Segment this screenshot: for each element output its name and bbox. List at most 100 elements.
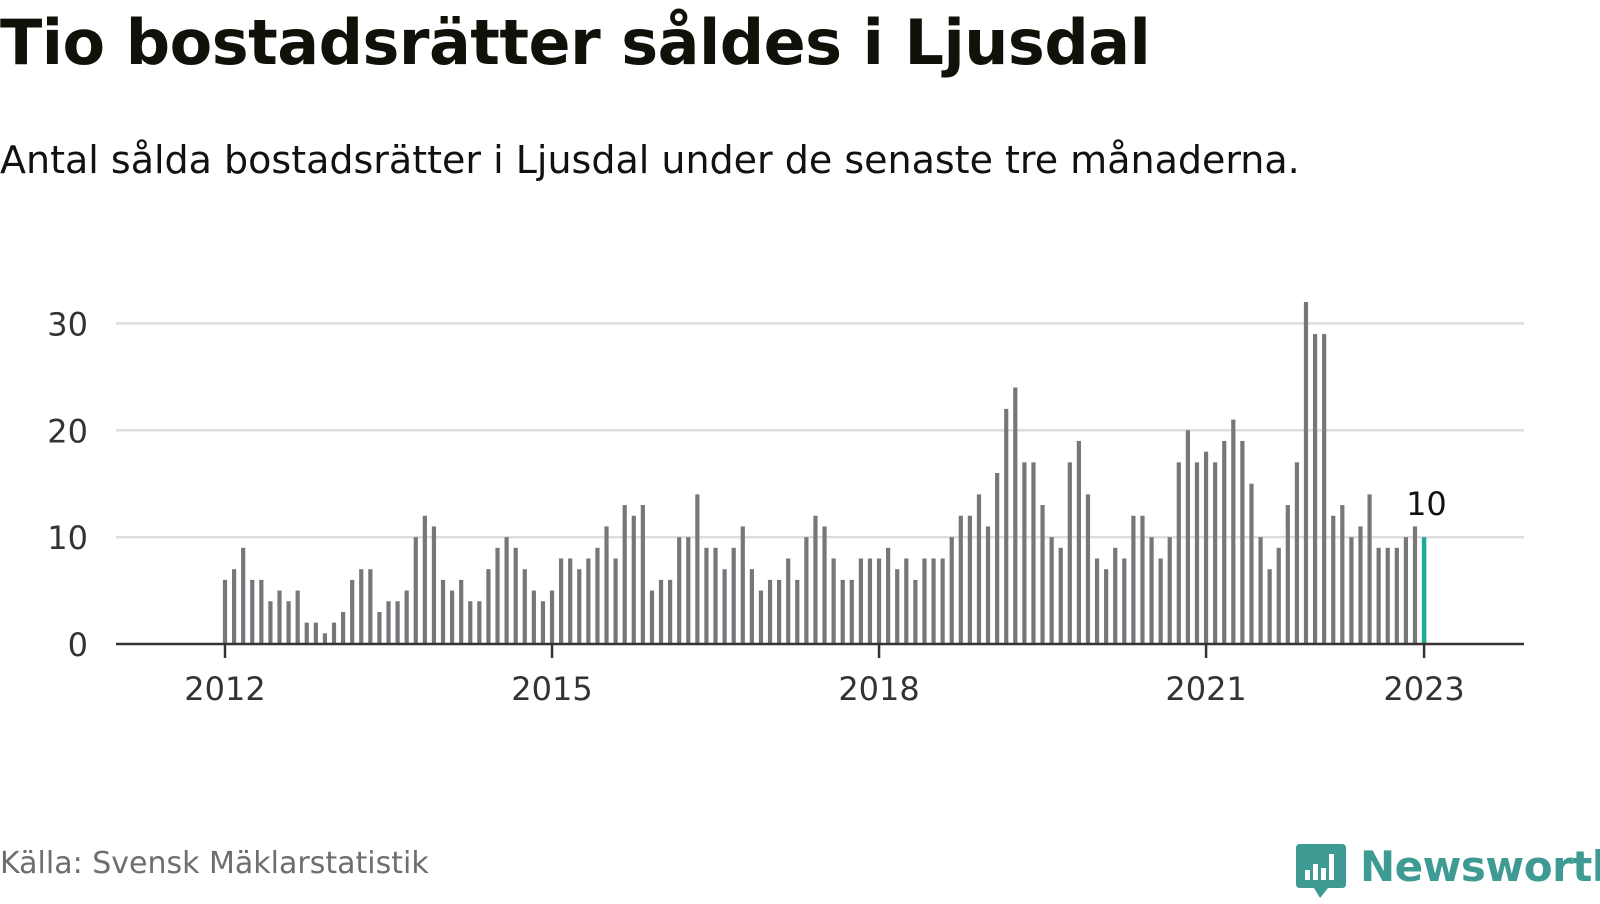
bar <box>377 611 382 644</box>
bar <box>495 547 500 644</box>
bar <box>1322 334 1327 644</box>
bar <box>468 601 473 644</box>
bar <box>340 611 346 644</box>
bar <box>940 558 945 644</box>
bar <box>640 505 645 644</box>
bar <box>1222 440 1227 644</box>
bar <box>1331 515 1336 644</box>
bar <box>250 579 255 644</box>
bar <box>1358 526 1363 644</box>
bar <box>1113 547 1118 644</box>
bar <box>1213 462 1218 644</box>
bar <box>413 537 418 644</box>
bar <box>1403 537 1409 644</box>
bar <box>886 547 891 644</box>
bar <box>1149 537 1154 644</box>
bar-latest <box>1421 537 1427 644</box>
bar <box>1285 505 1290 644</box>
bar <box>1340 505 1345 644</box>
bar <box>749 569 754 644</box>
bar <box>631 515 636 644</box>
bar <box>695 494 700 644</box>
bar <box>1349 537 1354 644</box>
bar <box>1376 547 1381 644</box>
bar <box>831 558 836 644</box>
y-tick-label: 30 <box>47 305 88 343</box>
bar <box>876 558 882 644</box>
bar <box>813 515 818 644</box>
bar <box>922 558 927 644</box>
bar <box>277 590 282 644</box>
bar <box>268 601 273 644</box>
bar <box>359 569 364 644</box>
bar <box>1040 505 1045 644</box>
bar <box>459 579 464 644</box>
bar <box>713 547 718 644</box>
bar <box>895 569 900 644</box>
bar <box>504 537 509 644</box>
bar <box>259 579 264 644</box>
bar <box>777 579 782 644</box>
y-axis-ticks: 0 10 20 30 <box>47 305 88 664</box>
bar <box>786 558 791 644</box>
bar <box>1312 334 1318 644</box>
bar <box>431 526 437 644</box>
bar <box>231 569 237 644</box>
bar <box>867 558 873 644</box>
bar <box>1076 440 1081 644</box>
bar <box>1067 462 1072 644</box>
bar <box>1176 462 1181 644</box>
bar <box>450 590 455 644</box>
bar <box>440 579 446 644</box>
bar <box>1104 569 1109 644</box>
brand-name: Newsworthy <box>1360 842 1600 891</box>
bar <box>613 558 618 644</box>
bar <box>477 601 482 644</box>
bar <box>1258 537 1263 644</box>
bar <box>540 601 546 644</box>
bar <box>1294 462 1300 644</box>
bar <box>577 569 582 644</box>
x-tick-label: 2021 <box>1165 670 1246 708</box>
bar <box>604 526 609 644</box>
bar <box>967 515 972 644</box>
bar <box>313 622 318 644</box>
bar <box>559 558 564 644</box>
chart-title: Tio bostadsrätter såldes i Ljusdal <box>0 6 1151 79</box>
bar <box>658 579 664 644</box>
bar <box>395 601 400 644</box>
bar <box>1158 558 1163 644</box>
x-tick-label: 2012 <box>184 670 265 708</box>
bar <box>1031 462 1036 644</box>
bar <box>822 526 827 644</box>
bar <box>949 537 954 644</box>
x-tick-label: 2023 <box>1383 670 1464 708</box>
bar <box>1249 483 1254 644</box>
bar <box>1131 515 1136 644</box>
bar <box>722 569 727 644</box>
bar <box>304 622 309 644</box>
bar <box>1013 387 1018 644</box>
bar <box>668 579 673 644</box>
bar <box>622 505 627 644</box>
bar <box>985 526 991 644</box>
bar <box>1094 558 1100 644</box>
bar <box>686 537 691 644</box>
bar <box>422 515 427 644</box>
bar <box>1004 408 1009 644</box>
bar <box>568 558 573 644</box>
bar <box>1167 537 1172 644</box>
bar <box>1203 451 1209 644</box>
bar <box>368 569 373 644</box>
bar <box>531 590 536 644</box>
bar <box>286 601 291 644</box>
bar <box>904 558 909 644</box>
x-axis-ticks: 2012 2015 2018 2021 2023 <box>184 644 1465 708</box>
last-value-label: 10 <box>1406 485 1447 523</box>
bar <box>704 547 709 644</box>
y-tick-label: 20 <box>47 412 88 450</box>
bar <box>1185 430 1190 644</box>
bar <box>767 579 773 644</box>
y-tick-label: 10 <box>47 519 88 557</box>
bar <box>1267 569 1272 644</box>
